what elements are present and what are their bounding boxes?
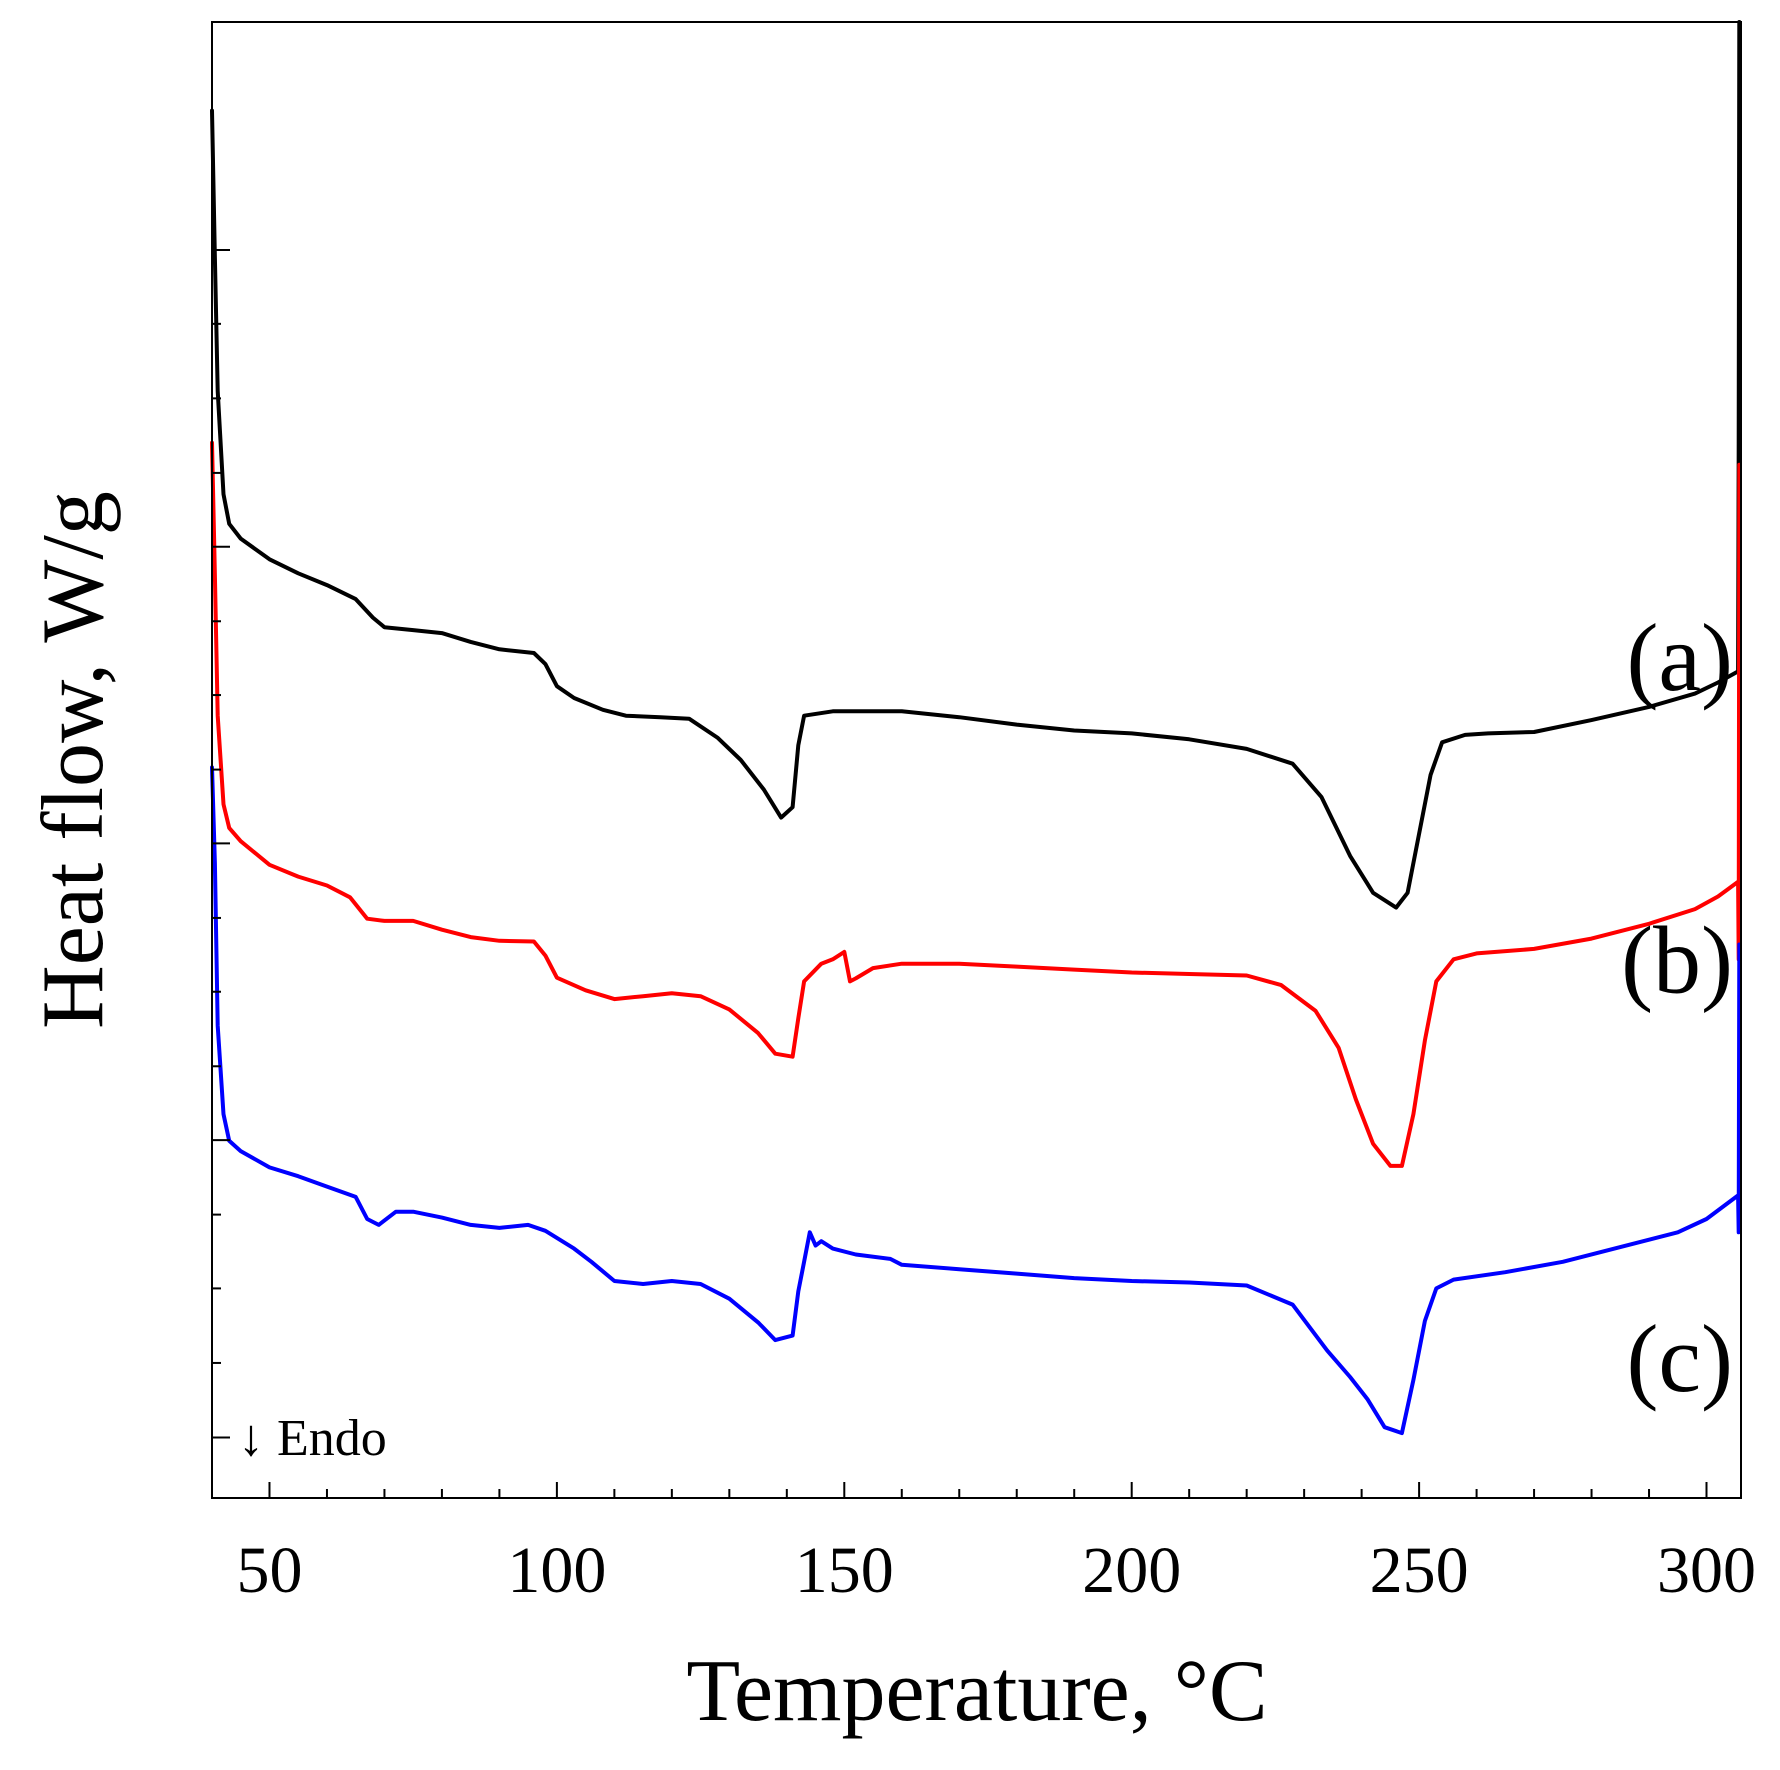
x-tick-label: 50 [236, 1534, 302, 1607]
x-tick-label: 100 [507, 1534, 606, 1607]
x-axis-label: Temperature, °C [686, 1643, 1267, 1740]
plot-frame [211, 21, 1742, 1499]
series-line-0 [210, 20, 1742, 910]
series-label-1: (b) [1621, 906, 1733, 1013]
series-layer [210, 20, 1742, 1436]
series-label-0: (a) [1626, 604, 1733, 711]
axis-ticks [212, 249, 1708, 1498]
chart-labels: Temperature, °C Heat flow, W/g ↓ Endo (a… [25, 491, 1756, 1740]
x-tick-label: 150 [795, 1534, 894, 1607]
y-axis-label: Heat flow, W/g [25, 491, 122, 1029]
endo-annotation: ↓ Endo [238, 1410, 387, 1467]
series-label-2: (c) [1626, 1305, 1733, 1412]
series-line-2 [210, 765, 1742, 1436]
x-tick-label: 300 [1657, 1534, 1756, 1607]
series-line-1 [210, 440, 1742, 1168]
x-tick-label: 250 [1370, 1534, 1469, 1607]
x-tick-label: 200 [1082, 1534, 1181, 1607]
